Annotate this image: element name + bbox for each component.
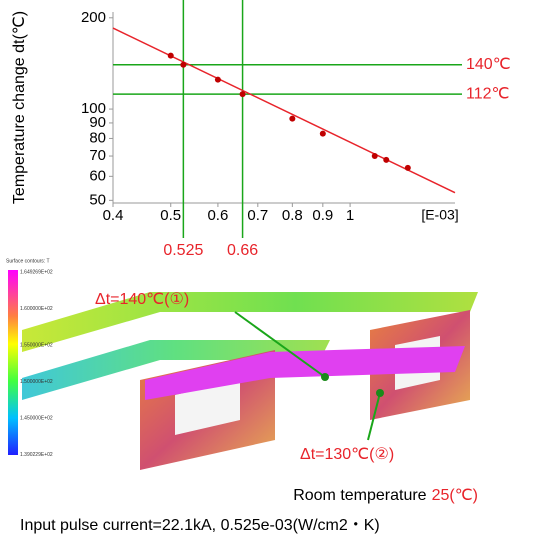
legend-label: 1.649269E+02 xyxy=(20,269,53,275)
data-point xyxy=(404,164,411,171)
y-tick-label: 80 xyxy=(89,129,106,146)
x-tick-label: 0.8 xyxy=(282,207,303,224)
data-point xyxy=(180,61,187,68)
data-point xyxy=(383,156,390,163)
reference-label: 0.525 xyxy=(163,242,203,259)
legend-label: 1.390229E+02 xyxy=(20,452,53,458)
room-value: 25(℃) xyxy=(432,487,478,504)
y-tick-label: 100 xyxy=(81,100,106,117)
model xyxy=(8,270,478,470)
data-point xyxy=(289,115,296,122)
legend-label: 1.550000E+02 xyxy=(20,342,53,348)
x-tick-label: 0.9 xyxy=(312,207,333,224)
back-bar xyxy=(22,292,478,352)
legend-label: 1.450000E+02 xyxy=(20,415,53,421)
data-point xyxy=(167,52,174,59)
room-label: Room temperature xyxy=(293,487,426,504)
legend-label: 1.500000E+02 xyxy=(20,379,53,385)
fit-line xyxy=(112,27,456,194)
y-tick-label: 200 xyxy=(81,9,106,26)
x-tick-label: 0.6 xyxy=(207,207,228,224)
data-point xyxy=(239,91,246,98)
data-point xyxy=(371,153,378,160)
legend-label: 1.600000E+02 xyxy=(20,306,53,312)
data-point xyxy=(319,130,326,137)
probe-point xyxy=(376,389,384,397)
x-unit: [E-03] xyxy=(421,207,458,223)
probe-point xyxy=(321,373,329,381)
color-bar xyxy=(8,270,18,455)
frame-hole xyxy=(175,380,240,435)
reference-label: 112℃ xyxy=(466,85,509,102)
x-tick-label: 0.4 xyxy=(103,207,124,224)
reference-label: 140℃ xyxy=(466,56,511,73)
y-tick-label: 60 xyxy=(89,167,106,184)
y-tick-label: 90 xyxy=(89,114,106,131)
x-tick-label: 0.5 xyxy=(160,207,181,224)
caption-room: Room temperature 25(℃) xyxy=(293,487,478,504)
y-axis-title: Temperature change dt(℃) xyxy=(11,11,28,204)
caption-input: Input pulse current=22.1kA, 0.525e-03(W/… xyxy=(20,517,380,534)
data-point xyxy=(214,76,221,83)
x-tick-label: 0.7 xyxy=(247,207,268,224)
reference-label: 0.66 xyxy=(227,242,258,259)
annotation: Δt=140℃(①) xyxy=(95,291,189,308)
front-bar xyxy=(145,346,465,400)
annotation: Δt=130℃(②) xyxy=(300,446,394,463)
y-tick-label: 50 xyxy=(89,191,106,208)
leader xyxy=(367,392,381,441)
leader xyxy=(234,311,326,378)
legend-title: Surface contours: T xyxy=(6,258,50,264)
y-tick-label: 70 xyxy=(89,147,106,164)
x-tick-label: 1 xyxy=(346,207,354,224)
